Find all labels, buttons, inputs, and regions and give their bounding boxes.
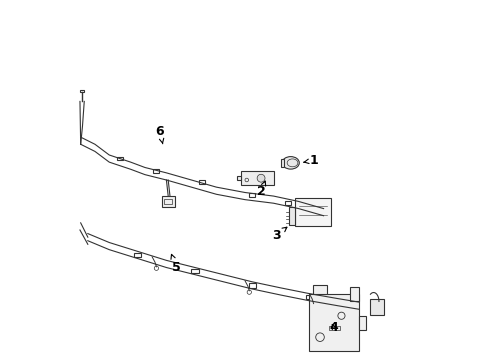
Bar xyxy=(329,326,340,330)
Text: 3: 3 xyxy=(272,227,287,242)
Text: 5: 5 xyxy=(171,255,181,274)
Bar xyxy=(237,176,242,180)
Text: 2: 2 xyxy=(257,181,266,198)
Text: 4: 4 xyxy=(329,321,338,334)
Bar xyxy=(295,198,331,226)
Bar xyxy=(289,207,295,225)
Bar xyxy=(242,171,273,185)
Bar xyxy=(80,90,84,93)
Bar xyxy=(350,287,359,301)
Bar xyxy=(162,196,174,207)
Bar xyxy=(313,285,327,294)
Bar xyxy=(309,294,359,351)
Bar xyxy=(370,298,384,315)
Ellipse shape xyxy=(257,174,265,182)
Text: 1: 1 xyxy=(304,154,318,167)
Bar xyxy=(281,158,284,167)
Bar xyxy=(359,316,366,330)
Bar xyxy=(164,199,172,204)
Ellipse shape xyxy=(282,157,299,169)
Text: 6: 6 xyxy=(156,125,164,144)
